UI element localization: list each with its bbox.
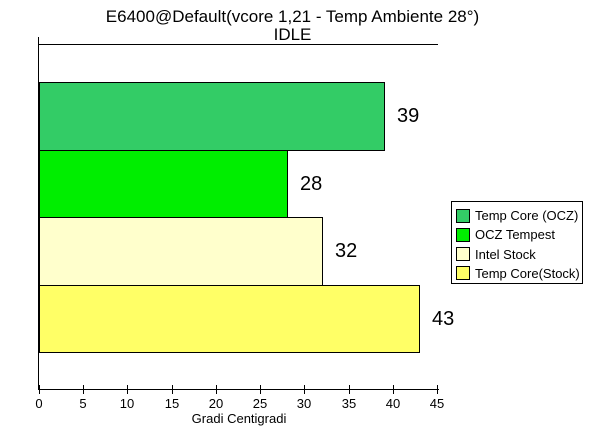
y-axis-line	[38, 37, 39, 390]
legend-label: Intel Stock	[475, 246, 536, 262]
x-tick	[437, 385, 438, 394]
x-tick	[39, 385, 40, 394]
plot-top-border	[38, 44, 438, 45]
x-tick	[216, 385, 217, 394]
x-axis-line	[38, 389, 439, 390]
x-tick	[260, 385, 261, 394]
legend-label: Temp Core(Stock)	[475, 265, 580, 281]
x-tick	[349, 385, 350, 394]
x-tick-label: 15	[164, 396, 180, 411]
x-tick	[83, 385, 84, 394]
x-tick-label: 20	[208, 396, 224, 411]
legend-label: Temp Core (OCZ)	[475, 208, 579, 224]
x-tick-label: 10	[119, 396, 135, 411]
value-label: 39	[397, 105, 420, 127]
x-tick-label: 25	[252, 396, 268, 411]
legend-item: Temp Core(Stock)	[456, 264, 582, 283]
x-tick-label: 35	[341, 396, 357, 411]
value-label: 32	[335, 240, 358, 262]
x-tick	[393, 385, 394, 394]
x-tick-label: 40	[385, 396, 401, 411]
legend-swatch	[456, 247, 470, 262]
legend-swatch	[456, 227, 470, 242]
x-tick-label: 45	[429, 396, 445, 411]
x-tick	[172, 385, 173, 394]
bar-2	[39, 217, 323, 286]
chart-title: E6400@Default(vcore 1,21 - Temp Ambiente…	[105, 7, 480, 26]
x-axis-title: Gradi Centigradi	[191, 411, 287, 426]
bar-1	[39, 150, 288, 218]
bar-0	[39, 82, 385, 151]
x-tick-label: 30	[296, 396, 312, 411]
x-tick-label: 0	[35, 396, 43, 411]
x-tick-label: 5	[79, 396, 87, 411]
value-label: 43	[432, 308, 455, 330]
bar-3	[39, 285, 420, 353]
legend-item: OCZ Tempest	[456, 225, 582, 244]
legend-label: OCZ Tempest	[475, 227, 555, 243]
legend-item: Intel Stock	[456, 245, 582, 264]
legend-swatch	[456, 208, 470, 223]
chart-subtitle: IDLE	[273, 25, 312, 44]
x-tick	[127, 385, 128, 394]
legend-item: Temp Core (OCZ)	[456, 206, 582, 225]
legend-swatch	[456, 266, 470, 281]
legend-box: Temp Core (OCZ) OCZ Tempest Intel Stock Tem…	[451, 201, 583, 284]
value-label: 28	[300, 173, 323, 195]
x-tick	[304, 385, 305, 394]
